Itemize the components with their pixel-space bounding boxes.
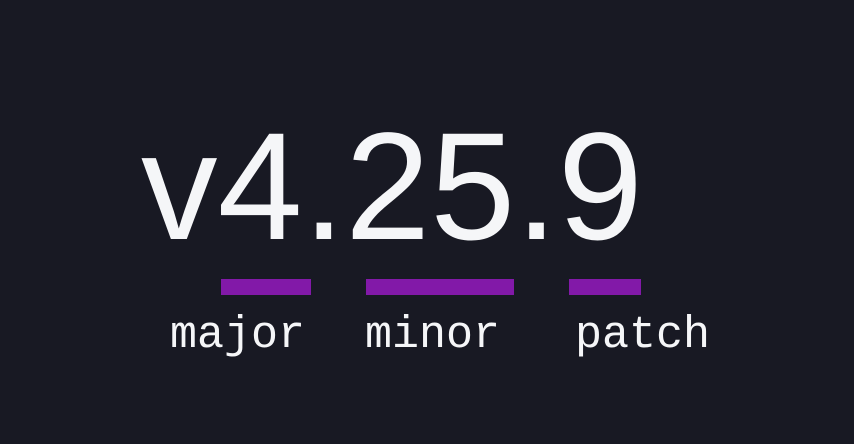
version-number: v4.25.9 [141,101,643,272]
major-label: major [170,310,306,361]
patch-underline [569,279,641,295]
patch-label: patch [575,310,711,361]
minor-underline [366,279,514,295]
minor-label: minor [365,310,501,361]
major-underline [221,279,311,295]
